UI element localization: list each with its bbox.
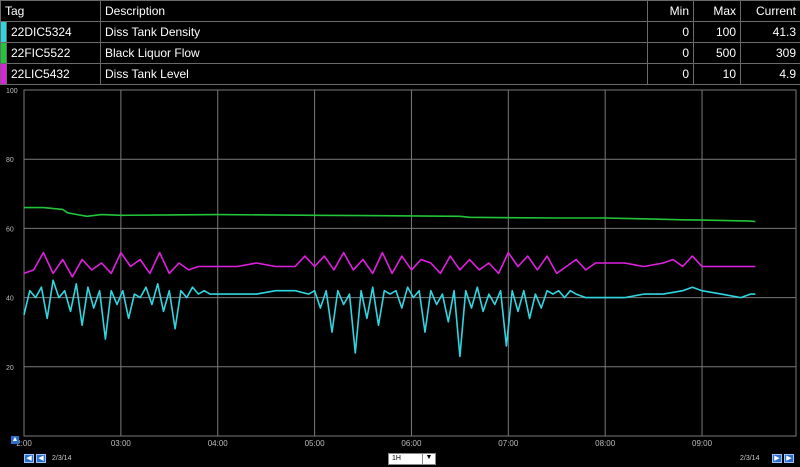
scroll-forward-icon[interactable]: ▶: [784, 454, 794, 463]
y-tick-label: 20: [6, 365, 14, 372]
x-tick-label: 08:00: [595, 439, 616, 448]
header-max: Max: [693, 0, 742, 22]
x-tick-label: 03:00: [111, 439, 132, 448]
current-cell: 41.3: [740, 21, 800, 43]
legend-row[interactable]: 22FIC5522 Black Liquor Flow 0 500 309: [0, 42, 800, 64]
series-line-22LIC5432: [23, 251, 756, 278]
header-current: Current: [740, 0, 800, 22]
min-cell: 0: [647, 63, 695, 85]
max-cell: 10: [693, 63, 742, 85]
current-cell: 4.9: [740, 63, 800, 85]
time-range-value: 1H: [392, 455, 401, 462]
description-cell: Diss Tank Level: [100, 63, 649, 85]
chart-series: [23, 206, 756, 358]
tag-cell: 22DIC5324: [5, 21, 102, 43]
tag-cell: 22FIC5522: [5, 42, 102, 64]
x-tick-label: 05:00: [305, 439, 326, 448]
start-date-label: 2/3/14: [52, 455, 72, 462]
max-cell: 100: [693, 21, 742, 43]
y-tick-label: 80: [6, 157, 14, 164]
legend-header-row: Tag Description Min Max Current: [0, 0, 800, 22]
legend-row[interactable]: 22DIC5324 Diss Tank Density 0 100 41.3: [0, 21, 800, 43]
time-start-marker[interactable]: ▲: [11, 436, 19, 444]
y-axis-ticks: 20 40 60 80 100: [6, 88, 18, 372]
max-cell: 500: [693, 42, 742, 64]
tag-legend-table: Tag Description Min Max Current 22DIC532…: [0, 0, 800, 85]
legend-row[interactable]: 22LIC5432 Diss Tank Level 0 10 4.9: [0, 63, 800, 85]
y-tick-label: 40: [6, 296, 14, 303]
min-cell: 0: [647, 42, 695, 64]
plot-frame: [23, 89, 797, 437]
x-axis-ticks: 2:00 03:00 04:00 05:00 06:00 07:00 08:00 09:00: [16, 439, 712, 448]
header-tag: Tag: [0, 0, 102, 22]
x-tick-label: 09:00: [692, 439, 713, 448]
x-tick-label: 06:00: [401, 439, 422, 448]
chevron-down-icon: ▼: [422, 454, 435, 464]
x-tick-label: 2:00: [16, 439, 32, 448]
header-description: Description: [100, 0, 649, 22]
y-tick-label: 100: [6, 88, 18, 95]
x-tick-label: 04:00: [208, 439, 229, 448]
end-date-label: 2/3/14: [740, 455, 760, 462]
time-range-select[interactable]: 1H ▼: [388, 453, 436, 465]
series-line-22DIC5324: [23, 279, 756, 358]
series-line-22FIC5522: [24, 206, 756, 223]
x-tick-label: 07:00: [498, 439, 519, 448]
min-cell: 0: [647, 21, 695, 43]
jump-forward-icon[interactable]: ▶: [772, 454, 782, 463]
jump-back-icon[interactable]: ◀: [36, 454, 46, 463]
description-cell: Diss Tank Density: [100, 21, 649, 43]
scroll-back-icon[interactable]: ◀: [24, 454, 34, 463]
tag-cell: 22LIC5432: [5, 63, 102, 85]
time-navigation-bar: ◀ ◀ 2/3/14 1H ▼ 2/3/14 ▶ ▶: [0, 452, 800, 467]
current-cell: 309: [740, 42, 800, 64]
header-min: Min: [647, 0, 695, 22]
y-tick-label: 60: [6, 226, 14, 233]
chart-grid: [23, 89, 797, 437]
description-cell: Black Liquor Flow: [100, 42, 649, 64]
trend-chart[interactable]: 20 40 60 80 100 2:00 03:00 04:00 05:00 06:00 07:0…: [0, 86, 800, 452]
